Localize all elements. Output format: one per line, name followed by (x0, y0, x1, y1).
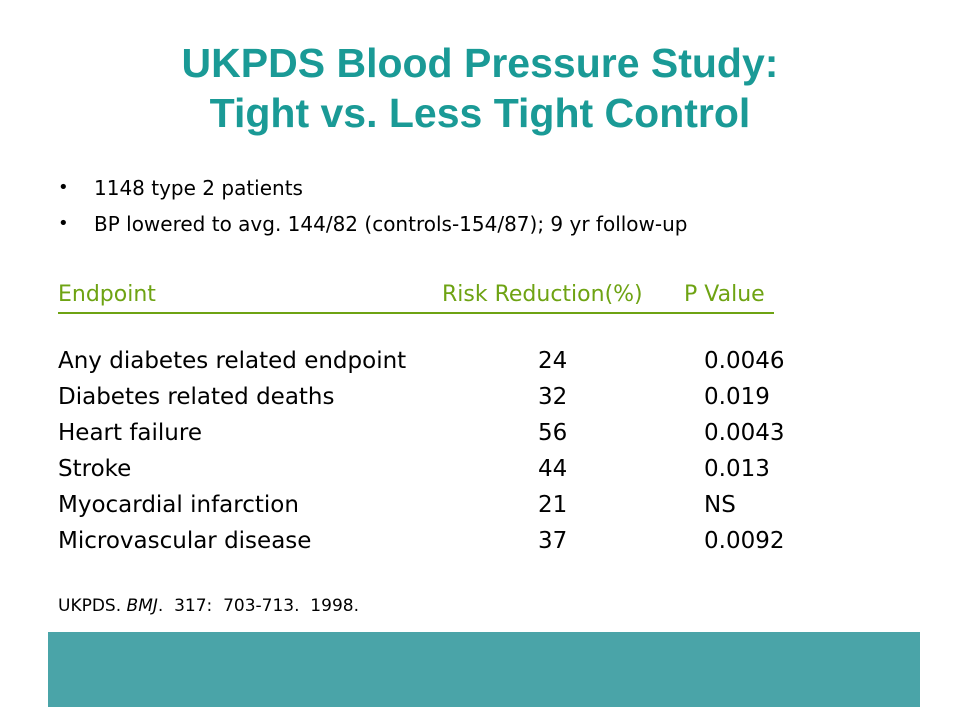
cell-endpoint: Microvascular disease (58, 528, 312, 554)
citation-details: . 317: 703-713. 1998. (157, 596, 359, 616)
bullet-item: 1148 type 2 patients (58, 170, 688, 206)
footer-band (48, 632, 920, 707)
cell-p-value: 0.0043 (704, 420, 785, 446)
header-endpoint: Endpoint (58, 282, 156, 307)
citation: UKPDS. BMJ. 317: 703-713. 1998. (58, 596, 359, 616)
cell-risk: 44 (538, 456, 568, 482)
title-line-1: UKPDS Blood Pressure Study: (181, 40, 779, 86)
cell-p-value: 0.0046 (704, 348, 785, 374)
header-p-value: P Value (684, 282, 765, 307)
cell-endpoint: Myocardial infarction (58, 492, 299, 518)
cell-risk: 21 (538, 492, 568, 518)
cell-p-value: 0.0092 (704, 528, 785, 554)
slide-title: UKPDS Blood Pressure Study: Tight vs. Le… (0, 38, 960, 138)
bullet-list: 1148 type 2 patients BP lowered to avg. … (58, 170, 688, 242)
cell-endpoint: Heart failure (58, 420, 202, 446)
table-header: Endpoint Risk Reduction(%) P Value (58, 278, 774, 314)
cell-p-value: 0.013 (704, 456, 770, 482)
cell-endpoint: Any diabetes related endpoint (58, 348, 407, 374)
cell-p-value: 0.019 (704, 384, 770, 410)
cell-p-value: NS (704, 492, 736, 518)
cell-risk: 24 (538, 348, 568, 374)
title-line-2: Tight vs. Less Tight Control (209, 90, 751, 136)
citation-author: UKPDS. (58, 596, 127, 616)
cell-endpoint: Diabetes related deaths (58, 384, 335, 410)
bullet-item: BP lowered to avg. 144/82 (controls-154/… (58, 206, 688, 242)
header-risk-reduction: Risk Reduction(%) (442, 282, 643, 307)
citation-journal: BMJ (126, 596, 158, 616)
cell-endpoint: Stroke (58, 456, 132, 482)
cell-risk: 32 (538, 384, 568, 410)
cell-risk: 37 (538, 528, 568, 554)
cell-risk: 56 (538, 420, 568, 446)
